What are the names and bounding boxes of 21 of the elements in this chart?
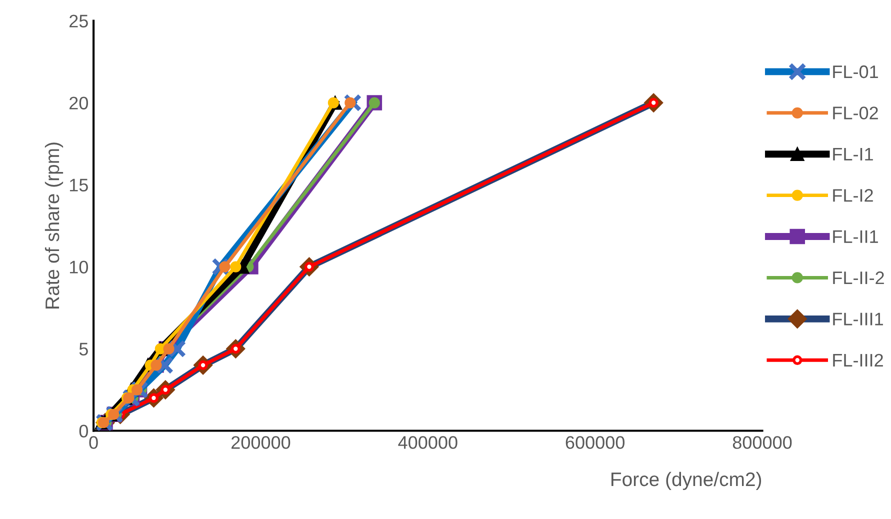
x-axis-title: Force (dyne/cm2) [612,472,762,490]
x-tick-label: 600000 [566,436,624,449]
x-tick-label: 200000 [232,436,290,449]
y-tick-label: 10 [70,260,88,274]
y-tick-label: 25 [70,14,88,28]
legend-label: FL-02 [833,106,878,120]
legend-label: FL-I2 [833,189,873,202]
y-tick-label: 15 [70,178,88,192]
y-tick-label: 20 [70,96,88,110]
legend-label: FL-I1 [833,148,873,160]
legend-label: FL-II-2 [833,271,884,284]
legend-label: FL-III1 [833,312,883,326]
y-axis-title: Rate of share (rpm) [44,142,64,308]
y-tick-label: 0 [79,424,88,438]
x-tick-label: 800000 [732,436,792,449]
x-tick-label: 0 [89,436,98,449]
legend-label: FL-III2 [833,354,883,366]
x-tick-label: 400000 [398,436,458,449]
legend-label: FL-01 [833,65,878,78]
y-tick-label: 5 [79,342,88,356]
legend-label: FL-II1 [833,230,878,243]
